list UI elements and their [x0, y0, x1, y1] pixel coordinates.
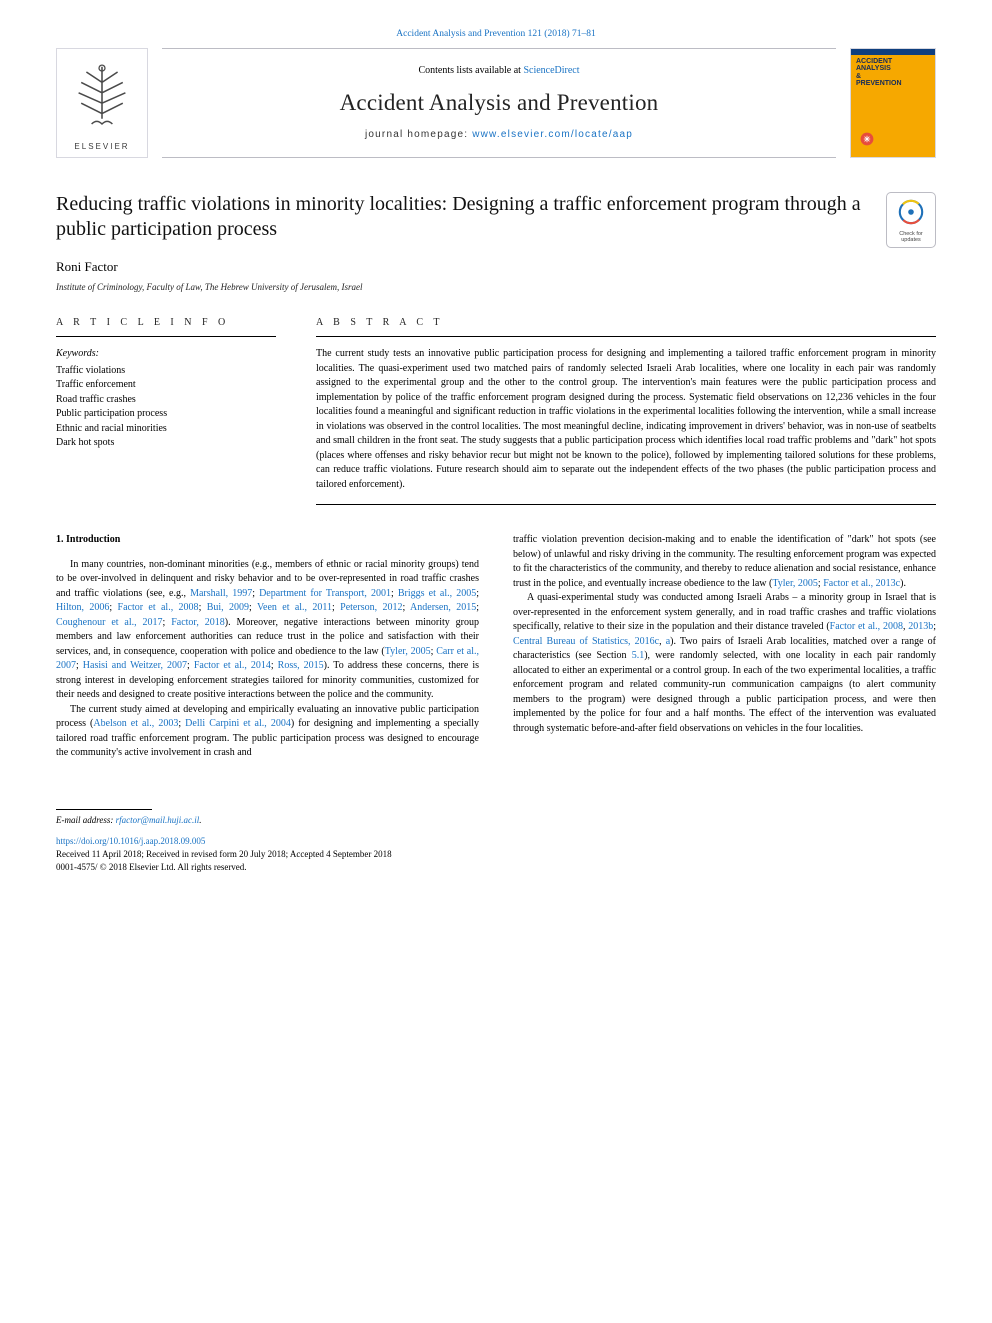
footer-area: E-mail address: rfactor@mail.huji.ac.il.… — [56, 814, 936, 874]
article-info-head: A R T I C L E I N F O — [56, 316, 276, 338]
crossmark-badge[interactable]: Check for updates — [886, 192, 936, 248]
doi-link[interactable]: https://doi.org/10.1016/j.aap.2018.09.00… — [56, 835, 936, 848]
body-paragraph: A quasi-experimental study was conducted… — [513, 591, 936, 736]
journal-cover: ACCIDENT ANALYSIS & PREVENTION — [850, 48, 936, 158]
citation-link[interactable]: Briggs et al., 2005 — [398, 588, 476, 599]
abstract-head: A B S T R A C T — [316, 316, 936, 338]
header-center: Contents lists available at ScienceDirec… — [162, 48, 836, 158]
footnote-rule — [56, 809, 152, 810]
citation-link[interactable]: Peterson, 2012 — [340, 602, 402, 613]
citation-link[interactable]: Andersen, 2015 — [410, 602, 476, 613]
top-citation: Accident Analysis and Prevention 121 (20… — [0, 28, 992, 42]
cover-decal-icon — [859, 131, 875, 147]
sciencedirect-link[interactable]: ScienceDirect — [523, 65, 579, 76]
author-name: Roni Factor — [56, 258, 936, 277]
elsevier-logo: ELSEVIER — [56, 48, 148, 158]
contents-line: Contents lists available at ScienceDirec… — [418, 64, 579, 79]
keyword-item: Ethnic and racial minorities — [56, 422, 276, 437]
citation-link[interactable]: Tyler, 2005 — [385, 646, 431, 657]
abstract-rule — [316, 504, 936, 505]
article-titleblock: Reducing traffic violations in minority … — [56, 192, 936, 248]
citation-link[interactable]: Veen et al., 2011 — [257, 602, 332, 613]
received-line: Received 11 April 2018; Received in revi… — [56, 848, 936, 861]
citation-link[interactable]: 2013b — [908, 621, 933, 632]
section-ref-link[interactable]: 5.1 — [632, 650, 645, 661]
crossmark-icon — [897, 198, 925, 226]
abstract-col: A B S T R A C T The current study tests … — [316, 316, 936, 506]
email-line: E-mail address: rfactor@mail.huji.ac.il. — [56, 814, 936, 827]
publisher-header: ELSEVIER Contents lists available at Sci… — [56, 48, 936, 158]
author-affiliation: Institute of Criminology, Faculty of Law… — [56, 281, 936, 294]
citation-link[interactable]: Delli Carpini et al., 2004 — [185, 718, 291, 729]
copyright-line: 0001-4575/ © 2018 Elsevier Ltd. All righ… — [56, 861, 936, 874]
citation-link[interactable]: Factor, 2018 — [171, 617, 225, 628]
meta-row: A R T I C L E I N F O Keywords: Traffic … — [56, 316, 936, 506]
homepage-link[interactable]: www.elsevier.com/locate/aap — [472, 129, 633, 140]
citation-link[interactable]: Tyler, 2005 — [772, 578, 818, 589]
article-info-col: A R T I C L E I N F O Keywords: Traffic … — [56, 316, 276, 506]
keyword-item: Road traffic crashes — [56, 393, 276, 408]
keyword-item: Traffic violations — [56, 364, 276, 379]
citation-link[interactable]: Department for Transport, 2001 — [259, 588, 391, 599]
body-columns: 1. Introduction In many countries, non-d… — [56, 533, 936, 761]
elsevier-label: ELSEVIER — [74, 141, 129, 153]
section-heading: 1. Introduction — [56, 533, 479, 548]
citation-link[interactable]: Bui, 2009 — [207, 602, 249, 613]
citation-link[interactable]: Coughenour et al., 2017 — [56, 617, 163, 628]
abstract-text: The current study tests an innovative pu… — [316, 347, 936, 492]
body-col-left: 1. Introduction In many countries, non-d… — [56, 533, 479, 761]
top-citation-link[interactable]: Accident Analysis and Prevention 121 (20… — [396, 29, 595, 39]
keyword-item: Public participation process — [56, 407, 276, 422]
citation-link[interactable]: Factor et al., 2008 — [118, 602, 199, 613]
crossmark-text: Check for updates — [890, 231, 932, 243]
email-label: E-mail address: — [56, 815, 116, 825]
tree-icon — [63, 59, 141, 137]
body-paragraph: In many countries, non-dominant minoriti… — [56, 558, 479, 703]
citation-link[interactable]: Factor et al., 2008 — [830, 621, 903, 632]
cover-title: ACCIDENT ANALYSIS & PREVENTION — [851, 55, 935, 87]
body-paragraph: traffic violation prevention decision-ma… — [513, 533, 936, 591]
contents-prefix: Contents lists available at — [418, 65, 523, 76]
journal-homepage: journal homepage: www.elsevier.com/locat… — [365, 128, 633, 143]
keyword-item: Dark hot spots — [56, 436, 276, 451]
citation-link[interactable]: Central Bureau of Statistics, 2016c — [513, 636, 659, 647]
article-title: Reducing traffic violations in minority … — [56, 192, 872, 242]
citation-link[interactable]: Factor et al., 2014 — [194, 660, 271, 671]
keywords-label: Keywords: — [56, 347, 276, 362]
citation-link[interactable]: Marshall, 1997 — [190, 588, 252, 599]
email-link[interactable]: rfactor@mail.huji.ac.il — [116, 815, 200, 825]
citation-link[interactable]: Ross, 2015 — [278, 660, 324, 671]
journal-title: Accident Analysis and Prevention — [340, 86, 659, 119]
body-paragraph: The current study aimed at developing an… — [56, 703, 479, 761]
citation-link[interactable]: Hilton, 2006 — [56, 602, 109, 613]
citation-link[interactable]: Factor et al., 2013c — [823, 578, 900, 589]
keyword-item: Traffic enforcement — [56, 378, 276, 393]
citation-link[interactable]: Abelson et al., 2003 — [93, 718, 178, 729]
citation-link[interactable]: Hasisi and Weitzer, 2007 — [83, 660, 187, 671]
body-col-right: traffic violation prevention decision-ma… — [513, 533, 936, 761]
homepage-prefix: journal homepage: — [365, 129, 472, 140]
